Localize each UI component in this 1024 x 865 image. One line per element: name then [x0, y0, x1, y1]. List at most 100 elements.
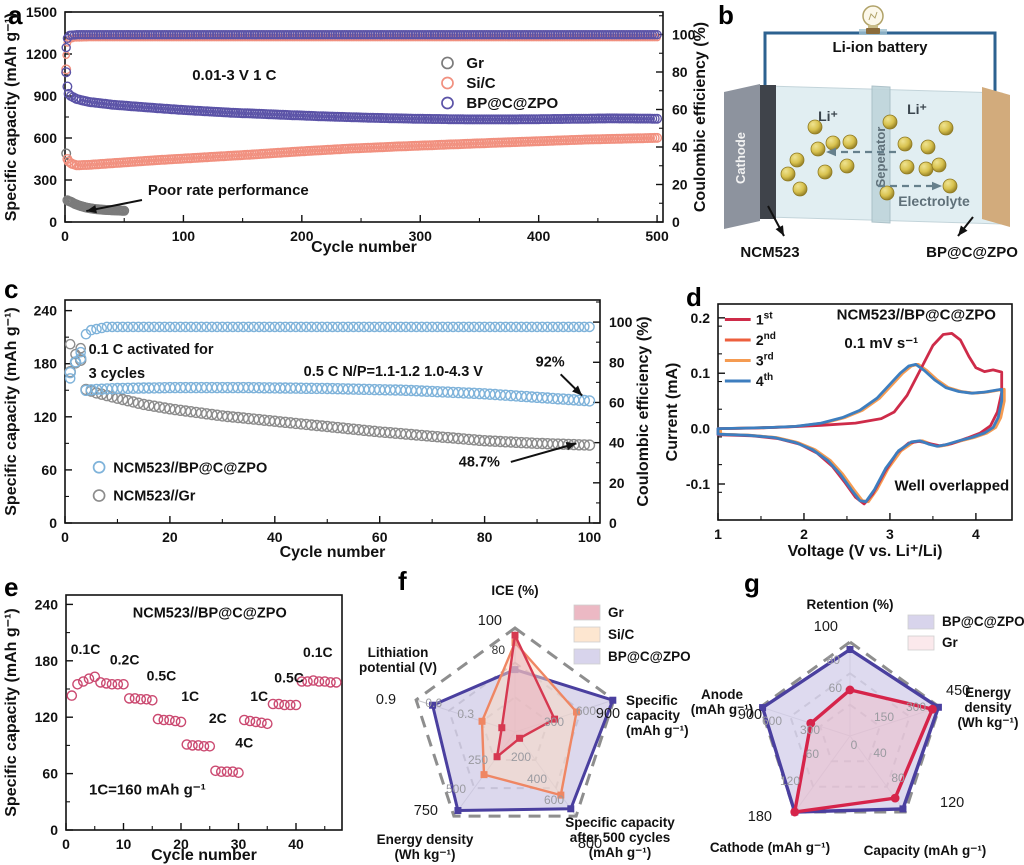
x-axis-title: Cycle number — [151, 847, 257, 864]
radar-series-gr — [790, 685, 937, 817]
annotation: 0.5 C N/P=1.1-1.2 1.0-4.3 V — [304, 364, 484, 380]
separator-label: Seperator — [873, 127, 888, 188]
annotation: 1C — [181, 688, 199, 704]
arrow-head — [572, 385, 583, 396]
li-ion-sphere — [780, 166, 796, 182]
radar-tick-label: 150 — [874, 710, 894, 724]
radar-axis-title: ICE (%) — [491, 583, 538, 598]
radar-tick-label: 250 — [468, 753, 488, 767]
legend-label: 4th — [756, 372, 773, 389]
radar-axis-title: capacity — [626, 708, 681, 723]
annotation: Poor rate performance — [148, 182, 309, 199]
y-tick-label: 120 — [35, 709, 59, 725]
radar-tick-label: 300 — [800, 723, 820, 737]
x-tick-label: 2 — [800, 526, 808, 542]
li-ion-sphere — [882, 114, 898, 130]
x-axis-title: Cycle number — [311, 239, 417, 256]
legend-label: Si/C — [608, 627, 635, 642]
panel-c-cycling-chart: 0 20 40 60 80 100 0 60 120 180 240 0 20 40 60 80 100 Coul… — [0, 268, 660, 568]
li-ion-sphere — [842, 134, 858, 150]
y-axis-left: 0 300 600 900 1200 1500 — [26, 4, 72, 230]
x-tick-label: 20 — [173, 836, 189, 852]
annotation: 0.1 C activated for — [89, 342, 214, 358]
legend-label: 1st — [756, 311, 773, 328]
panel-a-cycling-chart: 0 100 200 300 400 500 0 300 600 900 1200 1500 0 20 40 6… — [0, 0, 720, 268]
x-tick-label: 100 — [578, 529, 602, 545]
y-axis-left: 0 60 120 180 240 — [34, 303, 72, 531]
y2-tick-label: 20 — [609, 475, 625, 491]
annotation: 92% — [536, 354, 565, 370]
plot-frame — [717, 303, 1013, 521]
x-tick-label: 200 — [290, 228, 314, 244]
annotation: 4C — [235, 734, 253, 750]
y-tick-label: 180 — [35, 653, 59, 669]
y2-tick-label: 20 — [672, 177, 688, 193]
radar-axis-title: (Wh kg⁻¹) — [957, 715, 1018, 730]
radar-tick-label: 40 — [873, 746, 887, 760]
legend-label: Gr — [466, 55, 484, 72]
radar-tick-label: 300 — [544, 715, 564, 729]
radar-apex-label: 0.9 — [376, 692, 396, 708]
radar-axis-title: Specific capacity — [565, 815, 675, 830]
li-ion-sphere — [938, 120, 954, 136]
legend-label: 2nd — [756, 331, 776, 348]
x-tick-label: 0 — [61, 529, 69, 545]
y2-tick-label: 80 — [672, 64, 688, 80]
radar-apex-label: 900 — [596, 706, 620, 722]
x-tick-label: 4 — [972, 526, 980, 542]
radar-apex-label: 100 — [478, 613, 502, 629]
x-tick-label: 10 — [116, 836, 132, 852]
arrow-head — [565, 442, 577, 451]
radar-tick-label: 60 — [806, 747, 820, 761]
radar-axis-title: Cathode (mAh g⁻¹) — [710, 840, 830, 855]
y2-tick-label: 60 — [672, 102, 688, 118]
li-ion-sphere — [807, 119, 823, 135]
panel-e-rate-chart: 0 10 20 30 40 0 60 120 180 240 Cycle number Specifi… — [0, 565, 375, 865]
radar-axis-title: potential (V) — [359, 660, 437, 675]
radar-tick-label: 80 — [827, 653, 841, 667]
radar-axis-title: after 500 cycles — [570, 830, 671, 845]
annotation: Well overlapped — [894, 478, 1009, 495]
cathode-coating — [760, 85, 776, 219]
legend-label: Si/C — [466, 75, 495, 92]
y-axis-right: 0 20 40 60 80 100 — [593, 301, 633, 531]
li-ion-sphere — [879, 185, 895, 201]
legend: 1st 2nd 3rd 4th — [724, 311, 776, 389]
arrow-head — [826, 147, 836, 157]
cycling-chart-full-cells: 0 100 200 300 400 500030060090012001500020406… — [3, 4, 709, 256]
x-tick-label: 0 — [61, 228, 69, 244]
series-ncm523-bp-c-zpo-rate — [66, 671, 342, 778]
x-axis: 0 20 40 60 80 100 — [61, 516, 601, 545]
radar-apex-label: 750 — [414, 803, 438, 819]
annotation: 0.1C — [71, 641, 101, 657]
y-tick-label: 60 — [42, 766, 58, 782]
radar-apex-label: 180 — [748, 809, 772, 825]
y-tick-label: 0.1 — [691, 365, 711, 381]
radar-axis-title: Lithiation — [368, 645, 429, 660]
legend-label: Gr — [608, 605, 625, 620]
fullcell-comparison-radar: 80 60 100 Retention (%) 150 300 450Energydensi… — [691, 597, 1024, 858]
y2-tick-label: 0 — [672, 214, 680, 230]
anode-material-label: BP@C@ZPO — [926, 244, 1018, 261]
y2-tick-label: 0 — [609, 515, 617, 531]
radar-axis-title: (mAh g⁻¹) — [626, 723, 689, 738]
legend-label: BP@C@ZPO — [466, 95, 558, 112]
y-axis-title: Specific capacity (mAh g⁻¹) — [3, 608, 20, 817]
x-tick-label: 3 — [886, 526, 894, 542]
cathode-slab — [724, 84, 760, 229]
arrow-head — [958, 225, 968, 236]
y2-axis-title: Coulombic efficiency (%) — [635, 316, 652, 506]
y-axis-right: 0 20 40 60 80 100 — [656, 15, 696, 230]
x-tick-label: 100 — [172, 228, 196, 244]
battery-label: Li-ion battery — [832, 39, 928, 56]
x-tick-label: 60 — [372, 529, 388, 545]
y2-axis-title: Coulombic efficiency (%) — [692, 22, 709, 212]
annotation: NCM523//BP@C@ZPO — [837, 307, 997, 324]
li-ion-sphere — [920, 139, 936, 155]
radar-tick-label: 600 — [576, 704, 596, 718]
annotation: 48.7% — [459, 454, 500, 470]
radar-tick-label: 0.3 — [457, 707, 474, 721]
radar-tick-label: 600 — [544, 793, 564, 807]
legend: NCM523//BP@C@ZPO NCM523//Gr — [92, 460, 267, 505]
y2-tick-label: 60 — [609, 394, 625, 410]
